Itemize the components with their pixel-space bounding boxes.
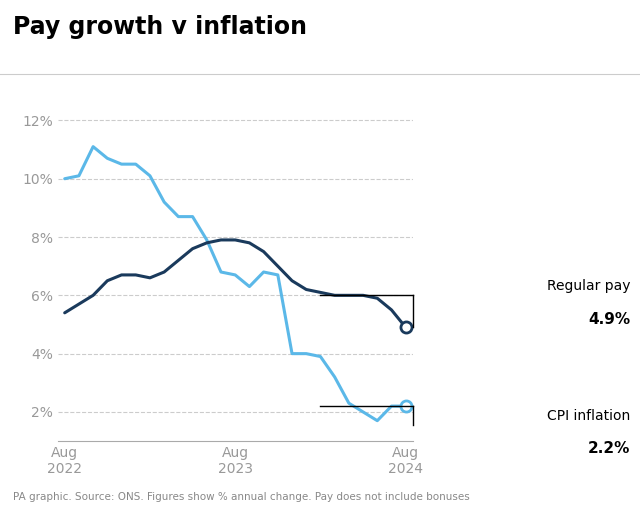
Text: Regular pay: Regular pay xyxy=(547,279,630,293)
Text: 2.2%: 2.2% xyxy=(588,441,630,456)
Text: Pay growth v inflation: Pay growth v inflation xyxy=(13,15,307,39)
Text: PA graphic. Source: ONS. Figures show % annual change. Pay does not include bonu: PA graphic. Source: ONS. Figures show % … xyxy=(13,492,470,502)
Text: CPI inflation: CPI inflation xyxy=(547,409,630,423)
Text: 4.9%: 4.9% xyxy=(588,312,630,327)
